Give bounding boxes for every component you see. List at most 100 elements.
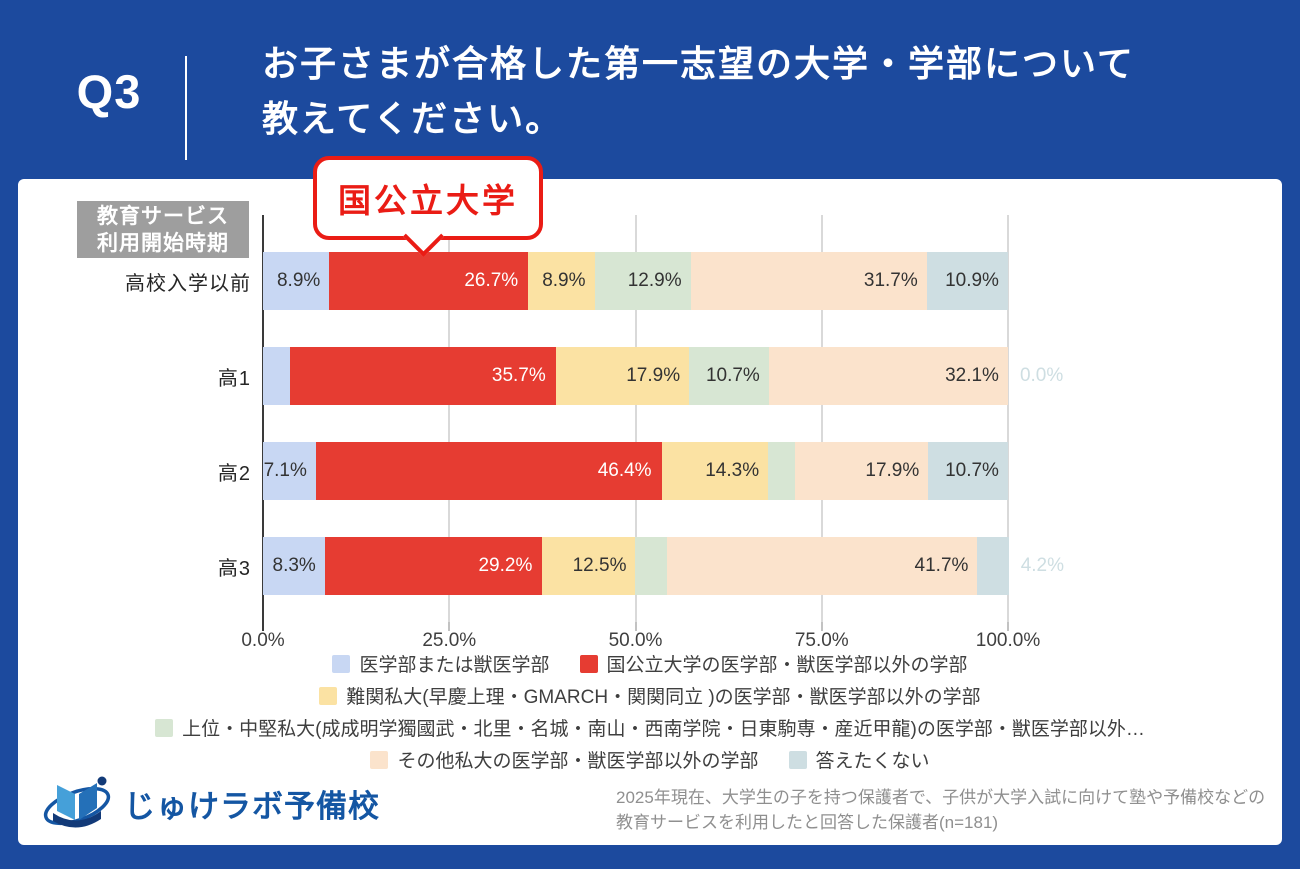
legend-swatch [370, 750, 389, 769]
bar-segment: 12.9% [594, 252, 691, 310]
legend-row: 医学部または獣医学部 国公立大学の医学部・獣医学部以外の学部 [332, 649, 968, 678]
survey-footnote: 2025年現在、大学生の子を持つ保護者で、子供が大学入試に向けて塾や予備校などの… [616, 785, 1265, 835]
value-label: 4.2% [1020, 555, 1065, 576]
legend-item: 医学部または獣医学部 [332, 650, 550, 677]
value-label: 8.9% [542, 270, 586, 291]
value-label: 10.7% [945, 460, 999, 481]
chart-panel: 教育サービス 利用開始時期 高校入学以前 8.9% 26.7% 8.9% 12.9% 31… [18, 179, 1282, 845]
header-divider [185, 56, 187, 160]
value-label: 31.7% [863, 270, 918, 291]
stacked-bar: 7.1% 46.4% 14.3% 3.6% 17.9% 10.7% [263, 442, 1008, 500]
bar-segment: 10.7% [689, 347, 769, 405]
bar-segment: 26.7% [329, 252, 529, 310]
bar-segment: 12.5% [542, 537, 636, 595]
bar-segment: 31.7% [690, 252, 927, 310]
logo-text: じゅけラボ予備校 [124, 788, 380, 824]
value-label: 14.3% [705, 460, 760, 481]
stacked-bar: 8.9% 26.7% 8.9% 12.9% 31.7% 10.9% [263, 252, 1008, 310]
bar-segment: 8.9% [528, 252, 595, 310]
x-tick-label: 75.0% [794, 630, 849, 651]
legend-item: その他私大の医学部・獣医学部以外の学部 [370, 746, 759, 773]
category-label: 高校入学以前 [125, 272, 251, 295]
bar-segment: 32.1% [768, 347, 1008, 405]
legend-item: 国公立大学の医学部・獣医学部以外の学部 [579, 650, 968, 677]
bar-segment: 10.7% [928, 442, 1008, 500]
legend-label: その他私大の医学部・獣医学部以外の学部 [397, 751, 759, 772]
chart-rows: 高校入学以前 8.9% 26.7% 8.9% 12.9% 31.7% 10.9% 高1 3.6%… [18, 179, 1282, 649]
x-tick-label: 100.0% [975, 630, 1041, 651]
legend-label: 難関私大(早慶上理・GMARCH・関関同立 )の医学部・獣医学部以外の学部 [346, 687, 981, 708]
bar-segment: 35.7% [289, 347, 556, 405]
value-label: 0.0% [1019, 365, 1064, 386]
gridline [448, 215, 451, 622]
category-label: 高2 [217, 462, 251, 485]
bar-segment: 14.3% [661, 442, 769, 500]
gridline [1007, 215, 1009, 622]
bar-segment: 4.2% [635, 537, 722, 595]
question-number: Q3 [76, 65, 142, 118]
legend-item: 難関私大(早慶上理・GMARCH・関関同立 )の医学部・獣医学部以外の学部 [319, 682, 981, 709]
callout-label: 国公立大学 [338, 182, 518, 219]
bar-segment: 46.4% [315, 442, 662, 500]
value-label: 8.3% [272, 555, 316, 576]
bar-segment: 17.9% [555, 347, 690, 405]
bar-segment: 17.9% [794, 442, 929, 500]
gridline [634, 215, 637, 622]
value-label: 7.1% [263, 460, 307, 481]
gridline [820, 215, 823, 622]
legend-label: 上位・中堅私大(成成明学獨國武・北里・名城・南山・西南学院・日東駒専・産近甲龍)… [182, 719, 1145, 740]
chart-row: 高2 7.1% 46.4% 14.3% 3.6% 17.9% 10.7% [18, 442, 1282, 500]
y-axis-note-line2: 利用開始時期 [97, 231, 229, 255]
legend-row: 難関私大(早慶上理・GMARCH・関関同立 )の医学部・獣医学部以外の学部 [319, 681, 981, 710]
grid-layer [262, 215, 1009, 631]
x-axis-tick [448, 622, 451, 631]
bar-segment: 3.6% [768, 442, 850, 500]
survey-footnote-line1: 2025年現在、大学生の子を持つ保護者で、子供が大学入試に向けて塾や予備校などの [616, 788, 1266, 807]
chart-row: 高1 3.6% 35.7% 17.9% 10.7% 32.1% 0.0% [18, 347, 1282, 405]
y-axis-note-line1: 教育サービス [97, 204, 229, 228]
value-label: 10.7% [705, 365, 760, 386]
page-title-line2: 教えてください。 [262, 98, 564, 139]
legend-label: 国公立大学の医学部・獣医学部以外の学部 [606, 655, 968, 676]
category-label: 高1 [217, 367, 251, 390]
x-axis-tick [634, 622, 637, 631]
legend-row: 上位・中堅私大(成成明学獨國武・北里・名城・南山・西南学院・日東駒専・産近甲龍)… [155, 713, 1145, 742]
survey-footnote-line2: 教育サービスを利用したと回答した保護者(n=181) [616, 813, 999, 832]
legend-item: 上位・中堅私大(成成明学獨國武・北里・名城・南山・西南学院・日東駒専・産近甲龍)… [155, 714, 1145, 741]
value-label: 41.7% [914, 555, 969, 576]
bar-segment: 7.1% [263, 442, 316, 500]
bar-segment: 8.3% [263, 537, 325, 595]
legend-row: その他私大の医学部・獣医学部以外の学部 答えたくない [370, 745, 930, 774]
value-label: 29.2% [478, 555, 533, 576]
bar-segment: 29.2% [324, 537, 543, 595]
page-title: お子さまが合格した第一志望の大学・学部について 教えてください。 [262, 36, 1135, 146]
logo-book-orbit-icon [43, 776, 111, 828]
bar-segment: 10.9% [926, 252, 1008, 310]
page-title-line1: お子さまが合格した第一志望の大学・学部について [262, 43, 1135, 84]
value-label: 46.4% [597, 460, 652, 481]
legend-label: 答えたくない [815, 751, 930, 772]
bar-segment: 3.6% [263, 347, 345, 405]
y-axis-note-box: 教育サービス 利用開始時期 [77, 201, 249, 258]
value-label: 17.9% [865, 460, 920, 481]
bar-segment: 41.7% [666, 537, 978, 595]
x-tick-label: 0.0% [241, 630, 285, 651]
x-tick-label: 50.0% [608, 630, 663, 651]
x-axis-tick [1007, 622, 1009, 631]
legend-swatch [332, 654, 351, 673]
value-label: 8.9% [276, 270, 321, 291]
callout-bubble: 国公立大学 [313, 156, 543, 258]
juke-labo-logo: じゅけラボ予備校 [40, 771, 380, 835]
x-tick-label: 25.0% [422, 630, 477, 651]
value-label: 17.9% [626, 365, 681, 386]
value-label: 12.5% [572, 555, 627, 576]
legend-item: 答えたくない [788, 746, 930, 773]
value-label: 12.9% [627, 270, 682, 291]
bar-segment: 8.9% [263, 252, 330, 310]
legend-swatch [155, 718, 174, 737]
x-axis: 0.0% 25.0% 50.0% 75.0% 100.0% [241, 630, 1040, 654]
chart-row: 高校入学以前 8.9% 26.7% 8.9% 12.9% 31.7% 10.9% [18, 252, 1282, 310]
value-label: 26.7% [464, 270, 519, 291]
x-axis-tick [820, 622, 823, 631]
